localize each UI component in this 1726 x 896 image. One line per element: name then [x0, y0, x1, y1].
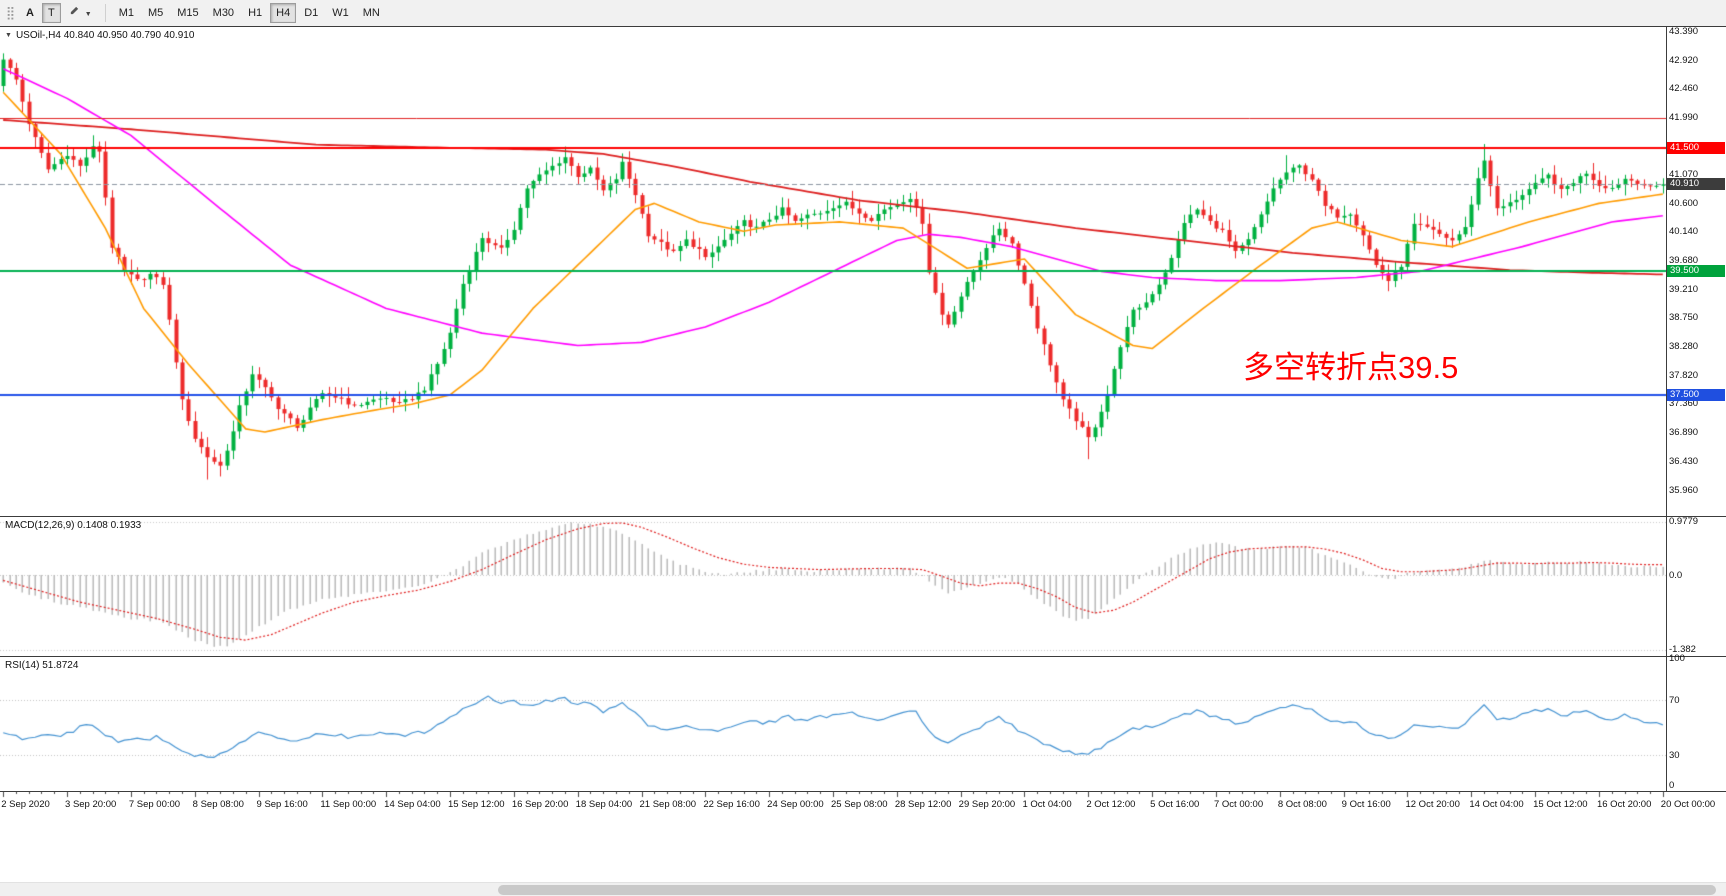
annotation-text: 多空转折点39.5 [1243, 350, 1459, 385]
macd-tick-label: -1.382 [1669, 644, 1696, 656]
timeframe-button-d1[interactable]: D1 [298, 3, 324, 23]
collapse-triangle-icon[interactable]: ▼ [5, 32, 12, 39]
macd-label: MACD(12,26,9) 0.1408 0.1933 [5, 520, 142, 531]
price-tick-label: 41.990 [1669, 112, 1699, 123]
time-axis-label: 20 Oct 00:00 [1660, 799, 1716, 810]
time-axis-label: 7 Sep 00:00 [128, 799, 181, 810]
timeframe-button-m30[interactable]: M30 [207, 3, 240, 23]
panel-border-top [0, 26, 1726, 27]
timeframe-button-m1[interactable]: M1 [113, 3, 140, 23]
time-axis-label: 3 Sep 20:00 [65, 799, 117, 810]
time-axis-label: 15 Sep 12:00 [448, 799, 505, 810]
time-axis-label: 5 Oct 16:00 [1150, 799, 1200, 810]
price-tick-label: 40.140 [1669, 226, 1699, 238]
time-axis-label: 29 Sep 20:00 [958, 799, 1016, 810]
rsi-panel: RSI(14) 51.8724 [0, 657, 1666, 791]
price-tick-label: 40.600 [1669, 197, 1699, 209]
time-axis-label: 11 Sep 00:00 [320, 799, 377, 810]
price-badge: 39.500 [1667, 265, 1725, 278]
time-axis-label: 21 Sep 08:00 [639, 799, 697, 810]
price-tick-label: 42.460 [1669, 82, 1699, 94]
price-tick-label: 41.070 [1669, 168, 1699, 180]
time-axis-label: 9 Oct 16:00 [1341, 799, 1391, 810]
panel-splitter[interactable] [0, 656, 1726, 657]
price-chart-canvas[interactable] [0, 27, 1666, 516]
price-badge: 40.910 [1667, 178, 1725, 191]
price-badge: 41.500 [1667, 141, 1725, 154]
time-axis-label: 15 Oct 12:00 [1533, 799, 1588, 810]
time-axis-label: 14 Oct 04:00 [1469, 799, 1524, 810]
panel-border-bottom [0, 791, 1726, 792]
rsi-canvas[interactable] [0, 657, 1666, 791]
time-axis[interactable]: 2 Sep 2020 3 Sep 20:00 7 Sep 00:00 8 Sep 08… [0, 792, 1726, 813]
pencil-icon [69, 6, 83, 19]
time-axis-label: 2 Sep 2020 [1, 799, 50, 810]
time-axis-label: 1 Oct 04:00 [1022, 799, 1072, 810]
chart-title: ▼ USOil-,H4 40.840 40.950 40.790 40.910 [5, 30, 194, 41]
timeframe-button-h1[interactable]: H1 [242, 3, 268, 23]
chart-title-text: USOil-,H4 40.840 40.950 40.790 40.910 [15, 30, 195, 41]
chart-area: ▼ USOil-,H4 40.840 40.950 40.790 40.910 多… [0, 26, 1726, 813]
time-axis-label: 8 Oct 08:00 [1277, 799, 1327, 810]
price-tick-label: 35.960 [1669, 484, 1699, 496]
time-axis-label: 2 Oct 12:00 [1086, 799, 1136, 810]
price-tick-label: 37.360 [1669, 398, 1699, 410]
price-panel: ▼ USOil-,H4 40.840 40.950 40.790 40.910 多… [0, 27, 1666, 516]
panel-splitter[interactable] [0, 516, 1726, 517]
timeframe-group: M1 M5 M15 M30 H1 H4 D1 W1 MN [113, 3, 386, 23]
rsi-tick-label: 100 [1669, 653, 1685, 665]
arrow-tool-button[interactable]: A [20, 3, 40, 23]
time-axis-label: 18 Sep 04:00 [575, 799, 633, 810]
price-tick-label: 36.890 [1669, 427, 1699, 439]
toolbar-drag-handle[interactable]: ⣿ [5, 5, 16, 20]
text-tool-button[interactable]: T [41, 3, 61, 23]
timeframe-button-m15[interactable]: M15 [171, 3, 204, 23]
price-tick-label: 43.390 [1669, 25, 1699, 37]
time-axis-label: 24 Sep 00:00 [767, 799, 824, 810]
time-axis-label: 16 Oct 20:00 [1596, 799, 1652, 810]
time-axis-label: 8 Sep 08:00 [192, 799, 244, 810]
price-scale-divider [1666, 26, 1667, 792]
time-axis-label: 25 Sep 08:00 [831, 799, 888, 810]
rsi-tick-label: 0 [1669, 780, 1675, 791]
time-ticks-canvas [0, 792, 1666, 813]
time-axis-label: 7 Oct 00:00 [1213, 799, 1264, 810]
time-axis-label: 12 Oct 20:00 [1405, 799, 1460, 810]
macd-tick-label: 0.9779 [1669, 516, 1699, 528]
price-tick-label: 37.820 [1669, 369, 1699, 381]
time-axis-label: 14 Sep 04:00 [384, 799, 441, 810]
price-tick-label: 39.210 [1669, 283, 1699, 295]
price-tick-label: 36.430 [1669, 455, 1699, 467]
timeframe-button-m5[interactable]: M5 [142, 3, 169, 23]
scrollbar-thumb[interactable] [498, 885, 1716, 895]
horizontal-scrollbar[interactable] [0, 882, 1726, 896]
price-tick-label: 38.280 [1669, 341, 1699, 353]
rsi-tick-label: 30 [1669, 749, 1680, 761]
macd-canvas[interactable] [0, 517, 1666, 656]
macd-tick-label: 0.0 [1669, 569, 1683, 581]
timeframe-button-w1[interactable]: W1 [326, 3, 355, 23]
draw-tool-dropdown[interactable]: ▼ [63, 3, 98, 23]
time-axis-label: 9 Sep 16:00 [256, 799, 308, 810]
macd-panel: MACD(12,26,9) 0.1408 0.1933 [0, 517, 1666, 656]
timeframe-button-mn[interactable]: MN [357, 3, 386, 23]
time-axis-label: 16 Sep 20:00 [511, 799, 569, 810]
toolbar: ⣿ A T ▼ M1 M5 M15 M30 H1 H4 D1 W1 MN [0, 0, 1726, 26]
time-axis-label: 22 Sep 16:00 [703, 799, 760, 810]
price-tick-label: 39.680 [1669, 254, 1699, 266]
chevron-down-icon: ▼ [84, 11, 92, 18]
time-axis-label: 28 Sep 12:00 [894, 799, 952, 810]
price-tick-label: 42.920 [1669, 54, 1699, 66]
price-badge: 37.500 [1667, 388, 1725, 401]
rsi-label: RSI(14) 51.8724 [5, 660, 79, 671]
timeframe-button-h4[interactable]: H4 [270, 3, 297, 23]
price-tick-label: 38.750 [1669, 312, 1699, 324]
toolbar-separator [104, 4, 106, 22]
rsi-tick-label: 70 [1669, 694, 1680, 706]
